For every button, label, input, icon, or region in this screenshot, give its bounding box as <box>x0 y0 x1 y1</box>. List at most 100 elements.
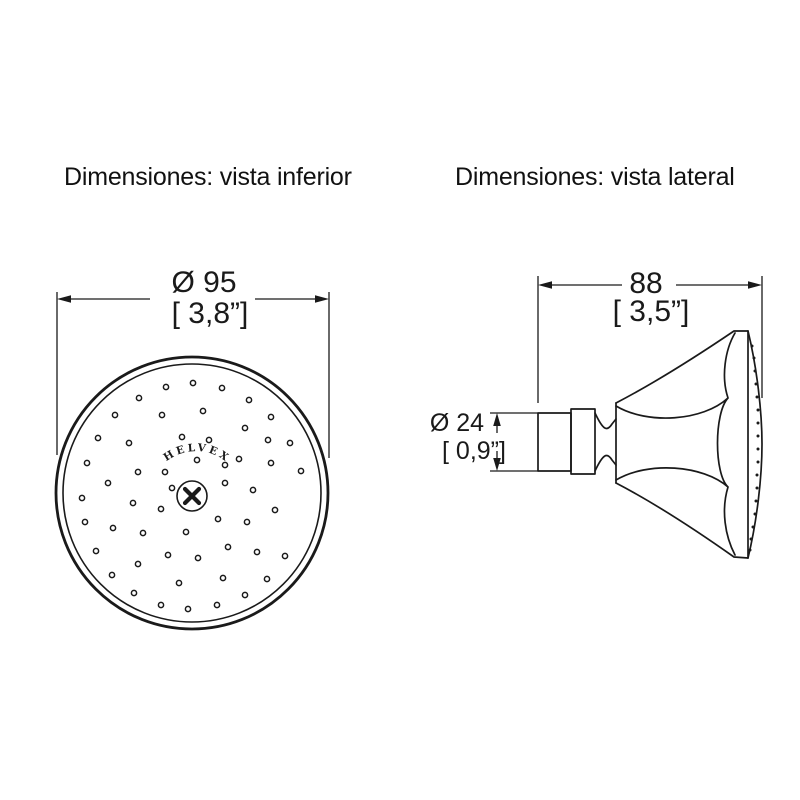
spray-hole <box>756 434 760 438</box>
spray-hole <box>111 411 119 419</box>
spray-hole <box>753 369 757 373</box>
arrow-right-icon <box>315 295 329 303</box>
spray-hole <box>164 551 172 559</box>
spray-hole <box>213 601 221 609</box>
side-view-drawing: 88 [ 3,5”] Ø 24 [ 0,9”] <box>430 267 763 559</box>
spray-hole <box>83 459 91 467</box>
screw-circle <box>176 480 208 512</box>
spray-hole <box>753 512 757 516</box>
spray-hole <box>135 394 143 402</box>
bottom-view-title: Dimensiones: vista inferior <box>64 163 352 191</box>
spray-holes <box>78 379 305 613</box>
diameter-dimension: Ø 95 [ 3,8”] <box>56 266 330 458</box>
bell-outline <box>615 330 749 559</box>
inlet-pipe <box>537 412 572 472</box>
spray-hole <box>755 395 759 399</box>
spray-hole <box>286 439 294 447</box>
spray-hole <box>297 467 305 475</box>
spray-hole <box>178 433 186 441</box>
side-view-title: Dimensiones: vista lateral <box>455 163 735 191</box>
spray-hole <box>92 547 100 555</box>
spray-hole <box>162 383 170 391</box>
spray-hole <box>139 529 147 537</box>
arrow-down-icon <box>493 458 501 471</box>
spray-hole <box>219 574 227 582</box>
spray-hole <box>78 494 86 502</box>
inlet-diameter-inches: [ 0,9”] <box>442 437 506 465</box>
spray-hole <box>241 424 249 432</box>
spray-hole <box>125 439 133 447</box>
arrow-right-icon <box>748 281 762 289</box>
spray-hole <box>221 479 229 487</box>
spray-hole <box>109 524 117 532</box>
spray-hole <box>108 571 116 579</box>
spray-hole <box>752 356 756 360</box>
spray-hole <box>756 408 760 412</box>
bell-flutes <box>615 332 736 556</box>
spray-hole <box>263 575 271 583</box>
inlet-flange <box>570 408 596 475</box>
spray-hole <box>241 591 249 599</box>
spray-hole <box>81 518 89 526</box>
spray-hole <box>243 518 251 526</box>
leader-lines <box>490 412 538 472</box>
spray-hole <box>267 459 275 467</box>
spray-hole <box>281 552 289 560</box>
spray-hole <box>271 506 279 514</box>
arrow-left-icon <box>57 295 71 303</box>
screw-cross-icon <box>182 486 202 506</box>
extension-lines <box>56 292 330 458</box>
spray-hole <box>253 548 261 556</box>
extension-lines <box>537 276 763 403</box>
spray-hole <box>755 486 759 490</box>
spray-hole <box>94 434 102 442</box>
spray-hole <box>754 382 758 386</box>
spray-hole <box>193 456 201 464</box>
spray-hole <box>168 484 176 492</box>
spray-hole <box>161 468 169 476</box>
bottom-view-drawing: Ø 95 [ 3,8”] HELVEX <box>54 266 330 631</box>
neck <box>594 412 617 472</box>
spray-hole <box>224 543 232 551</box>
spray-hole <box>184 605 192 613</box>
spray-hole <box>189 379 197 387</box>
spray-hole <box>104 479 112 487</box>
spray-hole <box>205 436 213 444</box>
spray-hole <box>754 499 758 503</box>
spray-hole <box>749 537 753 541</box>
spray-hole <box>129 499 137 507</box>
spray-hole <box>214 515 222 523</box>
spray-hole <box>751 525 755 529</box>
face-inner-circle <box>62 363 322 623</box>
spray-hole <box>756 460 760 464</box>
spray-hole <box>756 421 760 425</box>
spray-hole <box>218 384 226 392</box>
spray-hole <box>134 468 142 476</box>
spray-hole <box>182 528 190 536</box>
inlet-diameter-value: Ø 24 <box>430 409 484 437</box>
spray-hole <box>748 548 752 552</box>
arrow-up-icon <box>493 413 501 426</box>
spray-hole <box>249 486 257 494</box>
spray-hole <box>157 601 165 609</box>
spray-hole <box>264 436 272 444</box>
diameter-value: Ø 95 <box>171 266 236 299</box>
inlet-dimension: Ø 24 [ 0,9”] <box>430 409 538 472</box>
spray-hole <box>756 447 760 451</box>
center-screw <box>176 480 208 512</box>
spray-hole <box>194 554 202 562</box>
width-dimension: 88 [ 3,5”] <box>537 267 763 403</box>
spray-hole <box>755 473 759 477</box>
spray-hole <box>245 396 253 404</box>
spray-hole <box>134 560 142 568</box>
rim-spray-holes <box>748 344 760 552</box>
spray-hole <box>199 407 207 415</box>
spray-hole <box>130 589 138 597</box>
width-value: 88 <box>629 267 662 300</box>
arrow-left-icon <box>538 281 552 289</box>
spray-hole <box>267 413 275 421</box>
face-outer-circle <box>54 355 330 631</box>
face-rim <box>747 330 763 559</box>
